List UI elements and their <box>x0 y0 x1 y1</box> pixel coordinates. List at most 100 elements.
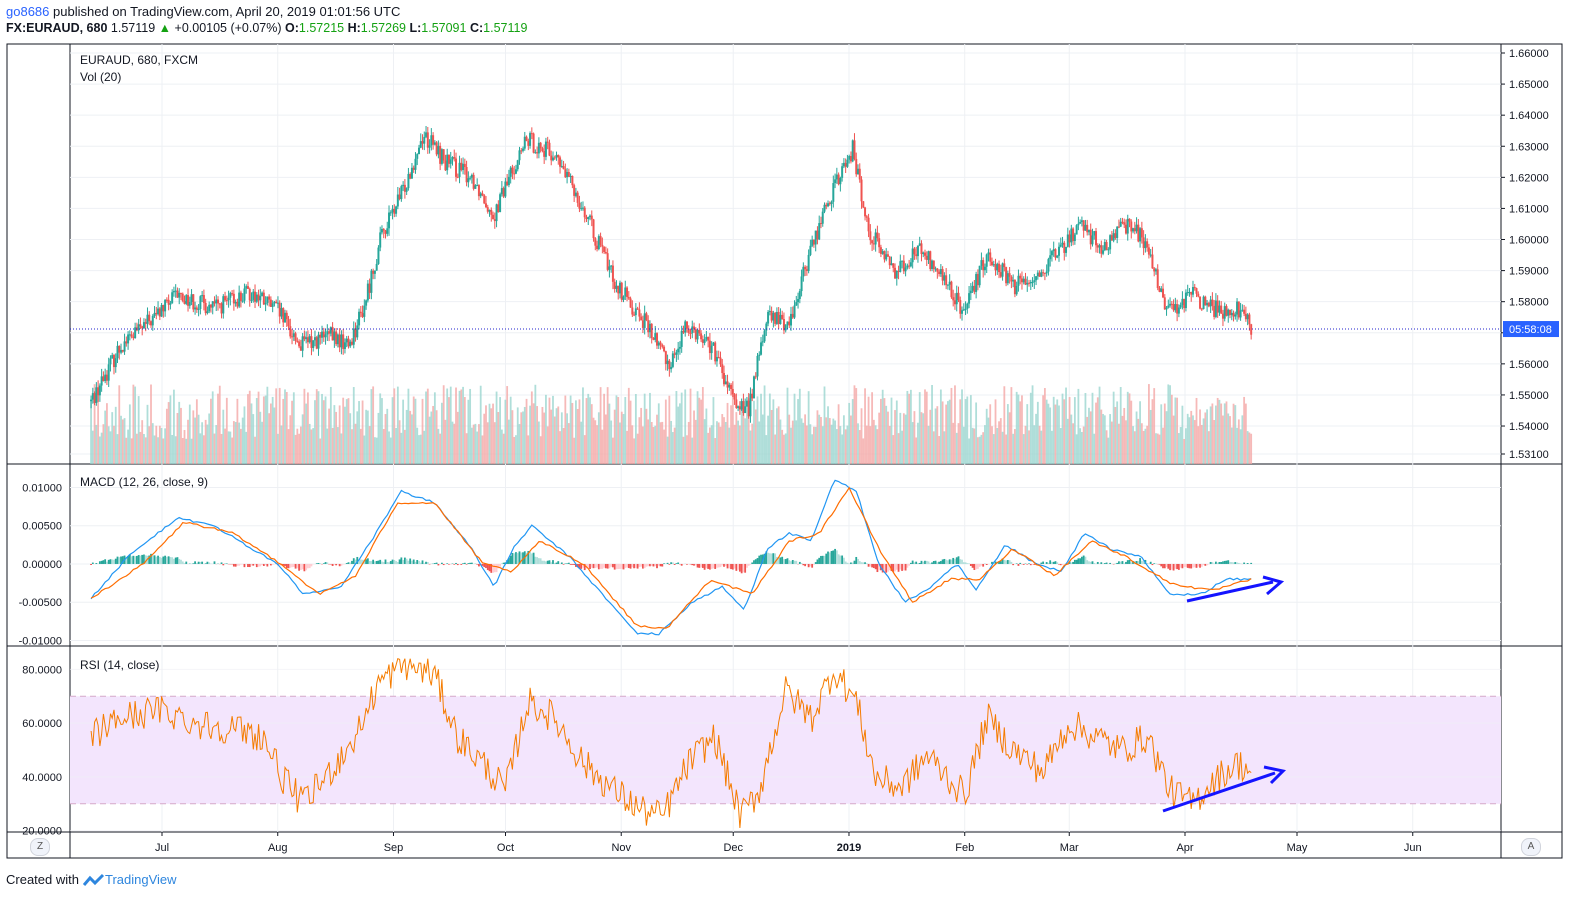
macd-hist-bar <box>243 563 246 568</box>
auto-scale-left-button[interactable]: Z <box>30 838 50 856</box>
candle-body <box>127 334 130 344</box>
candle-body <box>1241 309 1244 311</box>
macd-hist-bar <box>1100 562 1103 564</box>
candle-body <box>1091 235 1094 245</box>
macd-hist-bar <box>617 563 620 569</box>
macd-hist-bar <box>735 563 738 571</box>
macd-hist-bar <box>853 560 856 564</box>
volume-bar <box>851 399 854 464</box>
volume-bar <box>1021 395 1023 464</box>
macd-hist-bar <box>604 563 607 569</box>
macd-hist-bar <box>1181 563 1184 569</box>
volume-bar <box>650 421 653 464</box>
volume-bar <box>481 435 484 464</box>
volume-bar <box>1234 405 1237 464</box>
candle-body <box>1012 279 1015 282</box>
candle-body <box>97 387 100 396</box>
volume-bar <box>1072 423 1074 464</box>
volume-bar <box>834 420 836 464</box>
candle-body <box>398 194 401 200</box>
volume-bar <box>513 436 516 464</box>
macd-hist-bar <box>400 557 403 564</box>
volume-bar <box>608 403 611 464</box>
volume-bar <box>901 430 903 464</box>
candle-body <box>395 206 398 214</box>
macd-hist-bar <box>389 561 392 564</box>
candle-body <box>527 140 530 146</box>
candle-body <box>291 336 294 338</box>
candle-body <box>446 154 449 171</box>
volume-bar <box>1105 430 1108 464</box>
candle-body <box>206 311 209 314</box>
macd-hist-bar <box>352 558 355 564</box>
candle-body <box>890 263 893 266</box>
macd-hist-bar <box>174 557 177 564</box>
macd-hist-bar <box>248 563 251 568</box>
volume-bar <box>1160 404 1163 464</box>
candle-body <box>121 349 124 352</box>
volume-bar <box>716 421 718 464</box>
candle-body <box>1177 307 1180 314</box>
high-label: H: <box>347 21 361 35</box>
x-tick-label: Jul <box>155 842 169 854</box>
volume-bar <box>384 414 387 464</box>
macd-hist-bar <box>1222 561 1224 564</box>
candle-body <box>1243 309 1246 314</box>
macd-hist-bar <box>716 563 718 568</box>
volume-bar <box>1045 399 1048 464</box>
macd-hist-bar <box>1061 563 1064 565</box>
volume-bar <box>929 409 932 464</box>
candle-body <box>841 166 844 178</box>
candle-body <box>467 178 470 183</box>
candle-body <box>934 268 937 270</box>
volume-bar <box>603 393 606 464</box>
volume-bar <box>1155 433 1157 464</box>
volume-bar <box>1047 403 1050 464</box>
tradingview-logo-icon <box>82 873 105 886</box>
macd-hist-bar <box>784 559 787 564</box>
volume-bar <box>615 395 618 464</box>
macd-hist-bar <box>620 563 623 569</box>
candle-body <box>590 215 593 220</box>
volume-bar <box>361 400 364 464</box>
candle-body <box>656 333 659 346</box>
volume-bar <box>95 424 98 464</box>
macd-hist-bar <box>865 563 868 564</box>
macd-hist-bar <box>509 555 512 564</box>
macd-hist-bar <box>222 563 225 566</box>
volume-bar <box>811 434 814 464</box>
candle-body <box>916 245 919 257</box>
volume-bar <box>976 437 979 464</box>
volume-bar <box>136 433 138 464</box>
candle-body <box>474 185 477 189</box>
candle-body <box>1197 293 1200 297</box>
macd-hist-bar <box>802 563 805 566</box>
volume-bar <box>1110 421 1113 464</box>
macd-hist-bar <box>878 563 881 571</box>
candle-body <box>190 294 193 302</box>
candle-body <box>458 162 461 177</box>
volume-bar <box>190 438 193 464</box>
auto-scale-right-button[interactable]: A <box>1521 838 1541 856</box>
macd-hist-bar <box>818 557 821 564</box>
author-link[interactable]: go8686 <box>6 4 50 19</box>
candle-body <box>118 345 121 353</box>
volume-bar <box>241 417 244 464</box>
candle-body <box>1220 305 1223 314</box>
tradingview-brand[interactable]: TradingView <box>82 872 177 887</box>
candle-body <box>1013 279 1016 295</box>
volume-bar <box>372 386 375 464</box>
candle-body <box>544 141 547 157</box>
volume-bar <box>247 394 249 464</box>
volume-bar <box>696 391 699 464</box>
volume-bar <box>192 410 195 464</box>
macd-hist-bar <box>800 562 803 564</box>
macd-hist-bar <box>1246 563 1249 564</box>
volume-bar <box>724 422 727 464</box>
candle-body <box>95 387 98 403</box>
candle-body <box>923 252 926 256</box>
macd-hist-bar <box>393 559 396 564</box>
volume-bar <box>645 408 648 464</box>
volume-bar <box>173 389 175 464</box>
